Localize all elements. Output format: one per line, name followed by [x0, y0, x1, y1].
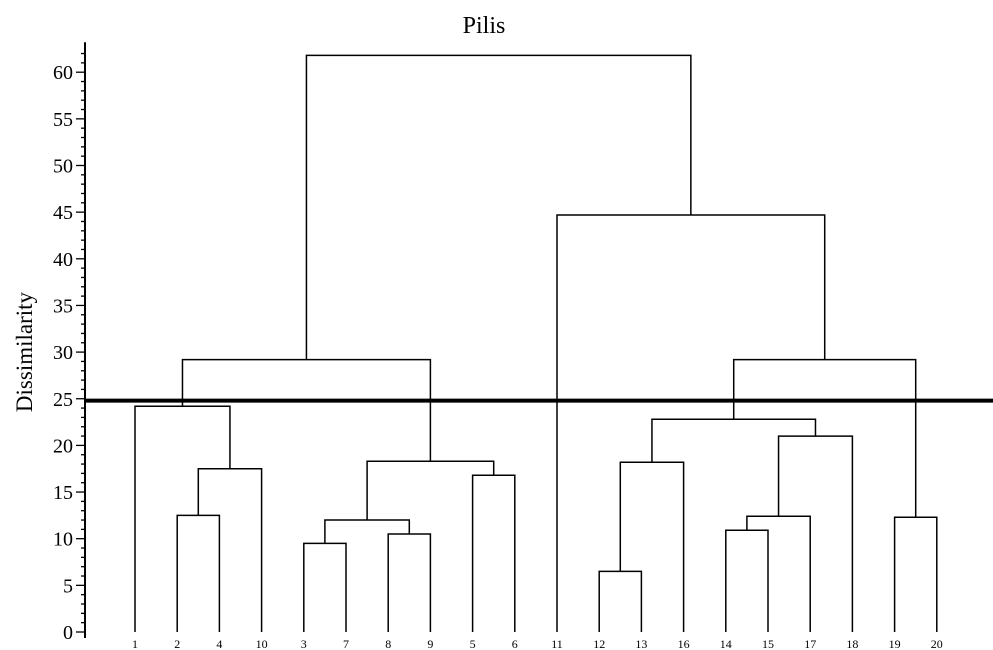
- y-tick-label: 10: [53, 529, 73, 551]
- x-tick-label: 11: [551, 637, 563, 650]
- dendrogram-link: [471, 474, 516, 632]
- x-tick-label: 2: [174, 637, 180, 650]
- y-tick-label: 35: [53, 295, 73, 317]
- x-tick-label: 9: [427, 637, 433, 650]
- dendrogram-link: [181, 358, 432, 462]
- dendrogram-link: [303, 542, 347, 632]
- dendrogram-link: [134, 405, 231, 632]
- dendrogram-link: [725, 529, 769, 632]
- y-tick-label: 45: [53, 202, 73, 224]
- y-tick-label: 25: [53, 389, 73, 411]
- x-tick-label: 8: [385, 637, 391, 650]
- y-tick-label: 50: [53, 156, 73, 178]
- y-tick-label: 20: [53, 435, 73, 457]
- y-axis: 0 5 10 15 20 25 30 35 40 45 50 55 60: [53, 42, 86, 644]
- dendrogram-link: [732, 358, 917, 518]
- x-tick-label: 6: [512, 637, 518, 650]
- y-tick-label: 40: [53, 249, 73, 271]
- dendrogram-link: [777, 435, 854, 632]
- x-tick-label: 15: [762, 637, 774, 650]
- y-tick-label: 15: [53, 482, 73, 504]
- dendrogram-links: [134, 54, 938, 632]
- dendrogram-link: [619, 461, 685, 632]
- dendrogram-link: [176, 514, 221, 632]
- x-tick-label: 14: [720, 637, 732, 650]
- dendrogram-link: [366, 460, 495, 521]
- dendrogram-link: [746, 515, 811, 632]
- dendrogram-link: [556, 214, 826, 632]
- dendrogram-link: [197, 467, 263, 632]
- dendrogram-link: [651, 418, 817, 463]
- x-tick-label: 10: [256, 637, 268, 650]
- dendrogram-link: [324, 519, 411, 544]
- x-tick-labels: 1 2 4 10 3 7 8 9 5 6 11 12 13 16 14 15 17 18 19 20: [132, 637, 943, 650]
- y-tick-label: 30: [53, 342, 73, 364]
- y-axis-label: Dissimilarity: [12, 291, 37, 412]
- dendrogram-link: [893, 516, 938, 632]
- x-tick-label: 18: [846, 637, 858, 650]
- y-tick-label: 60: [53, 62, 73, 84]
- dendrogram-link: [387, 533, 432, 632]
- y-tick-label: 55: [53, 109, 73, 131]
- x-tick-label: 17: [804, 637, 816, 650]
- y-tick-label: 5: [63, 575, 73, 597]
- x-tick-label: 4: [216, 637, 222, 650]
- chart-title: Pilis: [463, 13, 506, 39]
- x-tick-label: 12: [593, 637, 605, 650]
- x-tick-label: 3: [301, 637, 307, 650]
- x-tick-label: 5: [470, 637, 476, 650]
- x-tick-label: 19: [889, 637, 901, 650]
- x-tick-label: 7: [343, 637, 349, 650]
- x-tick-label: 1: [132, 637, 138, 650]
- y-tick-label: 0: [63, 622, 73, 644]
- x-tick-label: 13: [635, 637, 647, 650]
- dendrogram-link: [598, 570, 643, 632]
- x-tick-label: 16: [678, 637, 690, 650]
- dendrogram-link: [305, 54, 692, 360]
- x-tick-label: 20: [931, 637, 943, 650]
